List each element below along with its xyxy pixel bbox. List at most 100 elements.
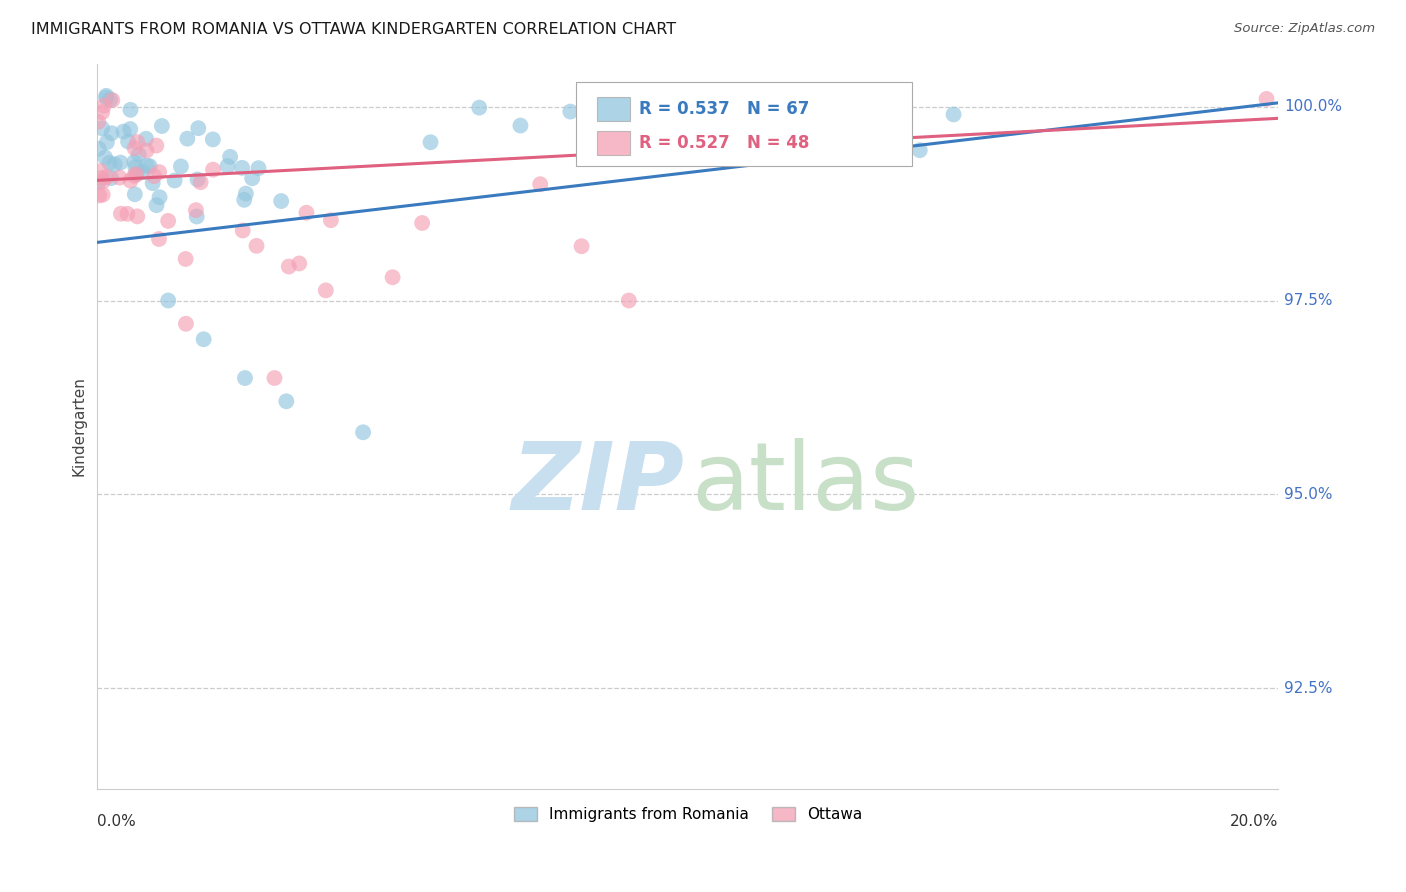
Point: [117, 135, 139, 149]
Point: [87, 175, 110, 189]
Point: [157, 293, 180, 308]
Point: [571, 239, 593, 253]
Point: [91, 121, 114, 136]
Point: [157, 214, 180, 228]
Point: [233, 193, 256, 207]
Point: [176, 131, 198, 145]
Text: 0.0%: 0.0%: [97, 814, 136, 830]
Point: [124, 169, 146, 183]
Point: [142, 176, 165, 190]
Point: [108, 170, 131, 185]
Point: [93, 99, 115, 113]
Point: [125, 167, 148, 181]
Point: [270, 194, 292, 208]
Point: [120, 103, 142, 117]
Point: [87, 115, 110, 129]
Point: [193, 332, 215, 346]
Point: [101, 93, 124, 107]
Point: [98, 93, 121, 107]
Point: [143, 169, 166, 183]
Point: [120, 173, 142, 187]
Point: [96, 90, 118, 104]
Text: 20.0%: 20.0%: [1230, 814, 1278, 830]
Point: [202, 162, 225, 177]
Point: [124, 187, 146, 202]
Point: [135, 132, 157, 146]
Point: [125, 167, 148, 181]
Point: [186, 210, 208, 224]
Point: [247, 161, 270, 176]
Text: R = 0.537   N = 67: R = 0.537 N = 67: [640, 100, 810, 118]
Point: [87, 142, 110, 156]
Point: [263, 371, 285, 385]
Point: [575, 111, 598, 125]
Point: [381, 270, 404, 285]
Point: [605, 108, 627, 122]
Point: [201, 132, 224, 146]
Point: [240, 171, 263, 186]
Legend: Immigrants from Romania, Ottawa: Immigrants from Romania, Ottawa: [508, 801, 868, 829]
Point: [782, 95, 804, 109]
Point: [110, 207, 132, 221]
Point: [468, 101, 491, 115]
Point: [174, 317, 197, 331]
Point: [104, 157, 127, 171]
FancyBboxPatch shape: [575, 82, 912, 166]
Text: R = 0.527   N = 48: R = 0.527 N = 48: [640, 134, 810, 153]
Point: [509, 119, 531, 133]
Point: [411, 216, 433, 230]
Point: [592, 121, 614, 136]
Text: 97.5%: 97.5%: [1284, 293, 1333, 308]
Point: [100, 126, 122, 140]
Point: [150, 119, 173, 133]
Point: [100, 171, 122, 186]
Point: [170, 160, 193, 174]
Point: [148, 190, 170, 204]
Point: [288, 256, 311, 270]
Point: [232, 223, 254, 237]
Point: [148, 165, 170, 179]
Point: [276, 394, 298, 409]
Point: [219, 150, 242, 164]
Point: [186, 172, 208, 186]
Point: [110, 155, 132, 169]
Point: [89, 164, 111, 178]
Point: [96, 169, 118, 184]
Point: [127, 210, 149, 224]
Point: [620, 113, 643, 128]
Point: [277, 260, 299, 274]
Point: [233, 371, 256, 385]
Point: [145, 138, 167, 153]
FancyBboxPatch shape: [598, 96, 630, 120]
Point: [560, 104, 582, 119]
Point: [163, 173, 186, 187]
Point: [190, 175, 212, 189]
Point: [128, 147, 150, 161]
Point: [96, 88, 118, 103]
Point: [217, 159, 239, 173]
Text: Source: ZipAtlas.com: Source: ZipAtlas.com: [1234, 22, 1375, 36]
Text: ZIP: ZIP: [512, 439, 685, 531]
Point: [117, 207, 139, 221]
Point: [145, 198, 167, 212]
Point: [187, 121, 209, 136]
Point: [112, 125, 135, 139]
Text: 92.5%: 92.5%: [1284, 681, 1333, 696]
Text: 95.0%: 95.0%: [1284, 487, 1333, 502]
Point: [576, 131, 599, 145]
Point: [124, 160, 146, 174]
FancyBboxPatch shape: [598, 131, 630, 155]
Point: [148, 232, 170, 246]
Point: [120, 122, 142, 136]
Text: atlas: atlas: [692, 439, 920, 531]
Point: [90, 171, 112, 186]
Point: [887, 117, 910, 131]
Point: [124, 154, 146, 169]
Point: [135, 159, 157, 173]
Point: [529, 178, 551, 192]
Y-axis label: Kindergarten: Kindergarten: [72, 376, 86, 476]
Point: [617, 293, 640, 308]
Point: [235, 186, 257, 201]
Point: [908, 143, 931, 157]
Point: [91, 175, 114, 189]
